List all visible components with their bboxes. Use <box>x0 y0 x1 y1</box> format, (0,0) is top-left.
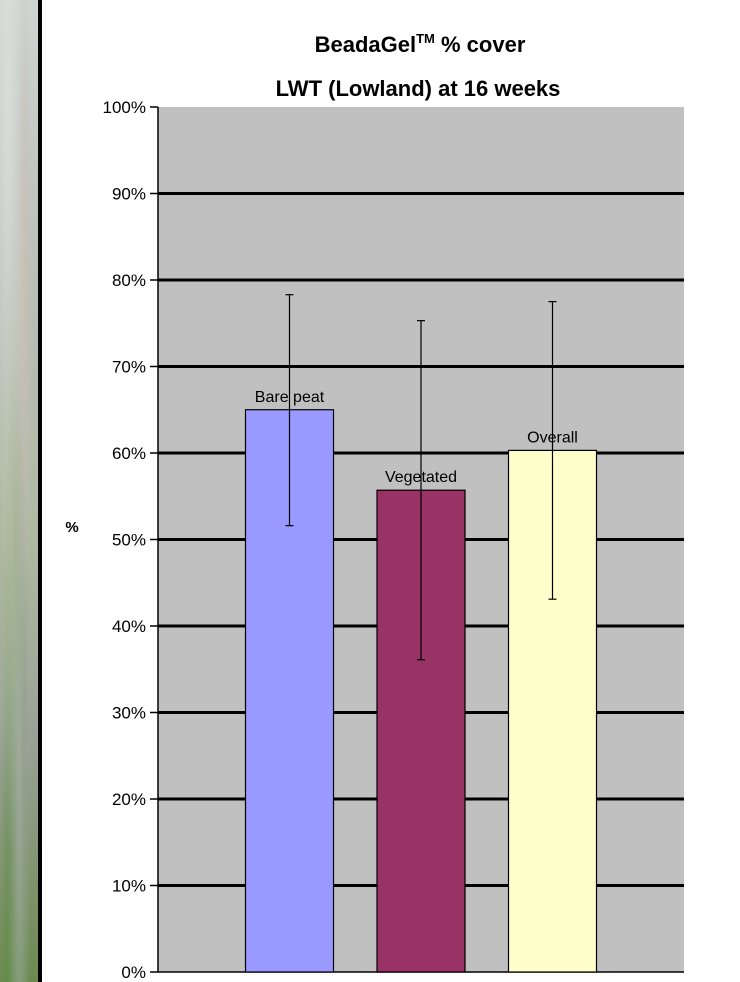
y-tick-label: 0% <box>121 963 146 982</box>
chart-title: BeadaGelTM % cover <box>315 31 526 57</box>
y-tick-label: 80% <box>112 271 146 290</box>
plot-area: 0%10%20%30%40%50%60%70%80%90%100%Bare pe… <box>103 98 684 982</box>
chart-title-superscript: TM <box>416 31 435 46</box>
y-tick-label: 20% <box>112 790 146 809</box>
y-tick-label: 70% <box>112 358 146 377</box>
chart-title-rest: % cover <box>435 32 526 57</box>
chart-title-main: BeadaGel <box>315 32 417 57</box>
y-tick-label: 50% <box>112 531 146 550</box>
y-tick-label: 40% <box>112 617 146 636</box>
y-tick-label: 100% <box>103 98 146 117</box>
chart-subtitle: LWT (Lowland) at 16 weeks <box>276 76 561 101</box>
y-tick-label: 10% <box>112 877 146 896</box>
y-axis-label: % <box>65 519 78 536</box>
y-tick-label: 30% <box>112 704 146 723</box>
y-tick-label: 60% <box>112 444 146 463</box>
y-tick-label: 90% <box>112 185 146 204</box>
